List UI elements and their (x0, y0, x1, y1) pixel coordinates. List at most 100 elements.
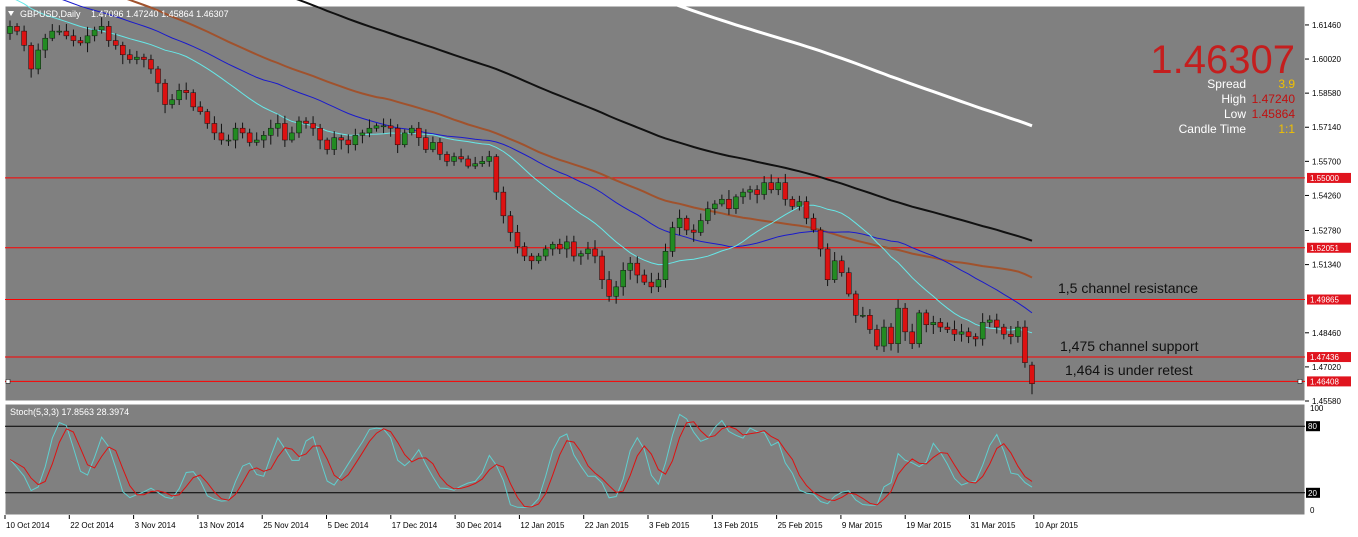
price-tick-label: 1.47020 (1312, 363, 1341, 372)
candle-body (528, 255, 535, 262)
bid-price: 1.46307 (1150, 38, 1295, 82)
candle-body (867, 315, 873, 330)
stoch-tick-tag (1306, 421, 1320, 432)
candle-body (958, 331, 965, 335)
candle-body (782, 182, 789, 200)
time-tick-label: 22 Jan 2015 (585, 521, 630, 530)
candle-body (373, 125, 380, 129)
candle-body (994, 319, 1000, 328)
level-price-label: 1.55000 (1310, 174, 1339, 183)
candle-body (634, 262, 641, 276)
stoch-tick-label: 100 (1310, 404, 1324, 413)
candle-body (141, 56, 147, 60)
candle-body (697, 220, 704, 233)
price-tick-label: 1.54260 (1312, 191, 1341, 200)
time-tick-label: 13 Nov 2014 (199, 521, 245, 530)
candle-body (726, 198, 732, 209)
candle-body (465, 158, 471, 167)
stochastic-panel[interactable] (4, 403, 1306, 516)
level-price-tag (1307, 294, 1351, 305)
candle-body (972, 336, 979, 340)
candle-body (740, 191, 746, 198)
candle-body (1022, 326, 1028, 363)
price-tick-label: 1.61460 (1312, 21, 1341, 30)
price-tick-label: 1.51340 (1312, 261, 1341, 270)
candle-body (225, 139, 232, 142)
chart-header: GBPUSD,Daily 1.47096 1.47240 1.45864 1.4… (8, 9, 229, 19)
stoch-label: Stoch(5,3,3) 17.8563 28.3974 (10, 407, 129, 417)
info-value: 1.47240 (1252, 92, 1296, 106)
candle-body (881, 326, 887, 347)
candle-body (909, 331, 915, 344)
candle-body (775, 182, 782, 191)
candle-body (733, 196, 739, 209)
ma-brown (126, 0, 1033, 279)
stoch-tick-tag (1306, 487, 1320, 498)
moving-averages (15, 0, 1033, 334)
annotation-support: 1,475 channel support (1060, 338, 1199, 354)
candlesticks (7, 17, 1035, 395)
dropdown-triangle-icon[interactable] (8, 11, 14, 16)
candle-body (345, 139, 352, 146)
candle-body (1015, 326, 1021, 337)
candle-body (352, 135, 359, 146)
price-axis[interactable]: 1.61460 1.60020 1.58580 1.57140 1.55700 1.542… (1305, 21, 1351, 406)
time-tick-label: 3 Feb 2015 (649, 521, 690, 530)
ma-blue (62, 0, 1033, 314)
candle-body (486, 156, 493, 162)
candle-body (366, 127, 373, 134)
candle-body (162, 82, 168, 105)
candle-body (176, 90, 182, 101)
candle-body (712, 203, 718, 209)
candle-body (916, 312, 922, 344)
candle-body (902, 307, 908, 333)
line-handle[interactable] (5, 379, 11, 384)
time-tick-label: 30 Dec 2014 (456, 521, 502, 530)
candle-body (112, 40, 119, 46)
candle-body (585, 248, 591, 254)
candle-body (676, 217, 683, 228)
candle-body (747, 189, 753, 193)
candle-body (979, 322, 986, 340)
level-price-tag (1307, 242, 1351, 253)
candle-body (21, 30, 27, 46)
candle-body (944, 326, 951, 330)
candle-body (155, 68, 161, 84)
stochastic-oscillator: Stoch(5,3,3) 17.8563 28.3974 (5, 407, 1305, 509)
candle-body (514, 232, 521, 247)
candle-body (965, 331, 972, 337)
info-label: Low (1224, 107, 1246, 121)
ohlc-label: 1.47096 1.47240 1.45864 1.46307 (91, 9, 229, 19)
candle-body (310, 123, 316, 129)
candle-body (268, 127, 274, 136)
stoch-tick-label: 20 (1308, 489, 1317, 498)
time-axis[interactable]: 10 Oct 2014 22 Oct 2014 3 Nov 2014 13 Nov 2… (4, 515, 1078, 530)
time-tick-label: 3 Nov 2014 (135, 521, 176, 530)
candle-body (289, 132, 295, 141)
candle-body (613, 286, 619, 297)
candle-body (1001, 326, 1007, 335)
candle-body (923, 312, 930, 325)
candle-body (317, 127, 323, 141)
candle-body (28, 45, 34, 70)
candle-body (444, 153, 450, 162)
candle-body (507, 215, 514, 233)
candle-body (105, 26, 112, 41)
candle-body (437, 142, 443, 155)
main-chart-area[interactable] (4, 5, 1306, 402)
time-tick-label: 22 Oct 2014 (70, 521, 114, 530)
candle-body (359, 132, 366, 136)
candle-body (458, 156, 464, 160)
candle-body (705, 208, 711, 221)
candle-body (401, 132, 408, 146)
candle-body (63, 30, 70, 37)
candle-body (169, 99, 175, 105)
line-handle[interactable] (1297, 379, 1303, 384)
candle-body (803, 201, 810, 219)
info-value: 1.45864 (1252, 107, 1296, 121)
candle-body (56, 30, 63, 33)
candle-body (620, 270, 626, 288)
candle-body (331, 137, 337, 150)
annotation-resistance: 1,5 channel resistance (1058, 280, 1198, 296)
candle-body (42, 37, 48, 51)
